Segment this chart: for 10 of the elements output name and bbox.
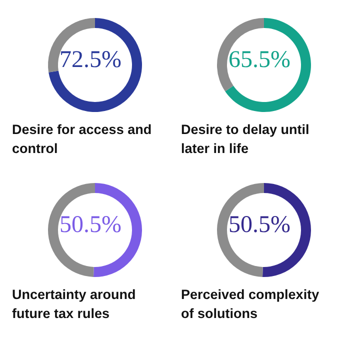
text: Uncertainty around future tax rules: [11, 286, 137, 323]
text: 50.5%: [58, 212, 122, 239]
text: 72.5%: [58, 47, 122, 74]
text: 50.5%: [228, 212, 292, 239]
text: Perceived complexity of solutions: [180, 286, 320, 323]
text: Desire for access and control: [11, 121, 153, 158]
donut-slice: [48, 18, 142, 112]
donut-slice: [225, 18, 311, 112]
text: Desire to delay until later in life: [180, 121, 310, 158]
text: 65.5%: [228, 47, 292, 74]
